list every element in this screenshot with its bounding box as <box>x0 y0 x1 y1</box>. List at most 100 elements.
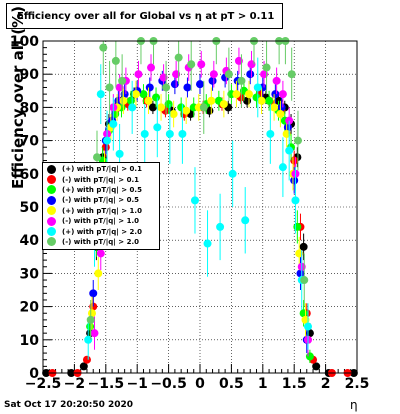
legend-marker <box>47 164 56 174</box>
y-tick-label: 0 <box>29 366 39 382</box>
data-point <box>296 269 305 278</box>
y-tick-label: 80 <box>20 100 40 116</box>
data-point <box>82 355 91 364</box>
data-point <box>157 103 166 112</box>
data-point <box>79 362 88 371</box>
x-tick-label: 0.5 <box>219 376 244 392</box>
legend-label: (+) with pT/|q| > 0.5 <box>62 185 142 194</box>
legend-marker <box>47 216 56 226</box>
data-point <box>178 129 187 138</box>
data-point <box>234 56 243 65</box>
y-axis-label: Efficiency over all (%) <box>9 6 27 189</box>
data-point <box>271 90 280 99</box>
x-tick-label: 1.5 <box>282 376 307 392</box>
x-tick-label: −0.5 <box>150 376 187 392</box>
data-point <box>187 60 196 69</box>
legend-label: (-) with pT/|q| > 0.5 <box>62 196 139 205</box>
data-point <box>84 335 93 344</box>
data-point <box>172 70 181 79</box>
y-tick-label: 60 <box>20 167 40 183</box>
legend-label: (-) with pT/|q| > 1.0 <box>62 217 139 226</box>
x-tick-label: −2.5 <box>25 376 62 392</box>
data-point <box>277 103 286 112</box>
legend-marker <box>47 175 56 185</box>
data-point <box>209 70 218 79</box>
data-point <box>266 129 275 138</box>
data-point <box>270 103 279 112</box>
x-tick-label: 1 <box>258 376 268 392</box>
legend-item: (-) with pT/|q| > 1.0 <box>47 216 159 226</box>
data-point <box>285 146 294 155</box>
data-point <box>207 96 216 105</box>
legend-label: (+) with pT/|q| > 0.1 <box>62 165 142 174</box>
data-point <box>196 80 204 89</box>
data-point <box>203 239 212 248</box>
data-point <box>278 90 287 99</box>
data-point <box>148 103 157 112</box>
data-point <box>118 76 127 85</box>
legend-marker <box>47 227 56 237</box>
data-point <box>134 70 143 79</box>
data-point <box>276 110 285 119</box>
data-point <box>131 90 140 99</box>
x-tick-label: −1 <box>126 376 147 392</box>
data-point <box>232 90 241 99</box>
data-point <box>278 163 287 172</box>
data-point <box>99 43 108 52</box>
data-point <box>94 269 103 278</box>
data-point <box>164 100 173 109</box>
data-point <box>96 249 105 258</box>
data-point <box>165 129 174 138</box>
data-point <box>237 76 246 85</box>
data-point <box>290 176 299 185</box>
data-point <box>183 83 192 92</box>
legend-item: (+) with pT/|q| > 0.1 <box>47 164 159 174</box>
legend-marker <box>47 237 56 247</box>
date-stamp: Sat Oct 17 20:20:50 2020 <box>4 400 134 410</box>
data-point <box>159 73 168 82</box>
x-tick-label: 2 <box>321 376 331 392</box>
y-tick-label: 20 <box>20 300 40 316</box>
x-tick-label: −1.5 <box>88 376 125 392</box>
data-point <box>197 60 206 69</box>
data-point <box>190 196 199 205</box>
data-point <box>153 123 162 132</box>
data-point <box>262 63 271 72</box>
data-point <box>109 120 118 128</box>
data-point <box>105 83 114 92</box>
data-point <box>246 70 255 79</box>
data-point <box>170 80 179 89</box>
data-point <box>290 156 299 165</box>
data-point <box>228 169 237 178</box>
y-tick-label: 70 <box>20 134 40 150</box>
data-point <box>199 103 208 112</box>
data-point <box>305 352 314 361</box>
x-tick-label: −2 <box>64 376 85 392</box>
y-tick-label: 40 <box>20 233 40 249</box>
legend-label: (-) with pT/|q| > 0.1 <box>62 175 139 184</box>
data-point <box>120 90 129 99</box>
y-tick-label: 90 <box>20 67 40 83</box>
legend-item: (+) with pT/|q| > 2.0 <box>47 226 159 237</box>
data-point <box>293 136 302 145</box>
data-point <box>244 90 253 99</box>
data-point <box>260 70 269 79</box>
data-point <box>265 96 274 105</box>
data-point <box>86 315 95 324</box>
legend-label: (-) with pT/|q| > 2.0 <box>62 237 139 246</box>
legend-item: (+) with pT/|q| > 1.0 <box>47 206 159 216</box>
data-point <box>241 216 250 225</box>
data-point <box>300 276 309 285</box>
data-point <box>145 83 154 92</box>
data-point <box>257 96 266 105</box>
data-point <box>272 76 281 85</box>
legend-item: (-) with pT/|q| > 0.1 <box>47 174 159 185</box>
data-point <box>152 93 161 102</box>
data-point <box>140 129 149 138</box>
data-point <box>283 123 292 132</box>
data-point <box>126 96 135 105</box>
legend-marker <box>47 206 56 216</box>
data-point <box>312 362 321 371</box>
data-point <box>208 76 217 85</box>
data-point <box>139 90 148 99</box>
